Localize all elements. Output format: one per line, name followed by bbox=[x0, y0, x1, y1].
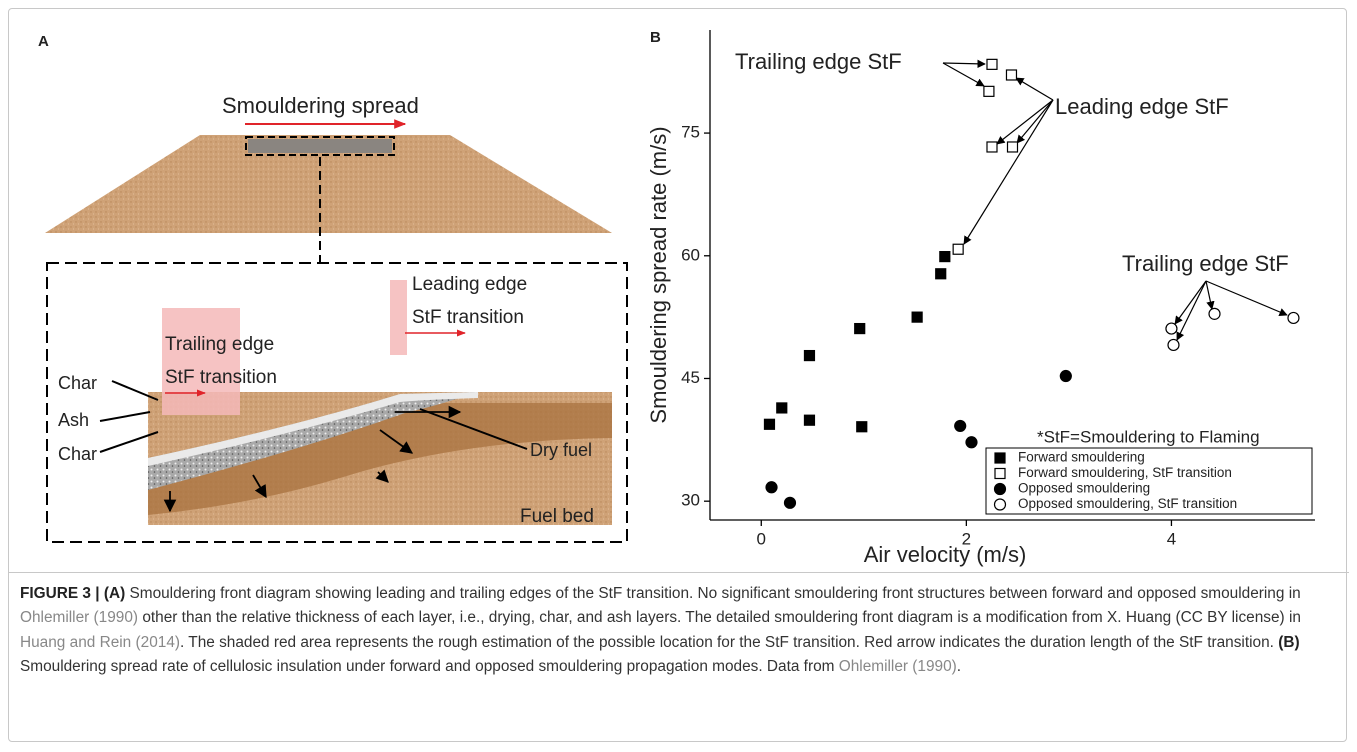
x-tick-label: 0 bbox=[757, 529, 766, 548]
marker bbox=[983, 85, 995, 97]
legend-marker bbox=[994, 452, 1006, 464]
marker bbox=[952, 243, 964, 255]
marker bbox=[854, 322, 866, 335]
legend-label: Opposed smouldering, StF transition bbox=[1018, 496, 1237, 511]
caption-text: . bbox=[956, 658, 962, 676]
ash-layer bbox=[148, 392, 478, 490]
zoom-frame bbox=[46, 262, 628, 543]
marker bbox=[765, 481, 778, 494]
legend-label: Forward smouldering bbox=[1018, 450, 1145, 465]
front-region bbox=[248, 139, 392, 153]
marker bbox=[763, 418, 776, 430]
panel-label: B bbox=[650, 29, 661, 46]
caption-bold: (B) bbox=[1278, 633, 1300, 651]
caption-text: other than the relative thickness of eac… bbox=[138, 609, 1301, 627]
annotation: Trailing edge StF bbox=[735, 49, 902, 74]
legend-label: Opposed smouldering bbox=[1018, 481, 1150, 496]
diagram-label: Fuel bed bbox=[520, 506, 594, 527]
marker bbox=[965, 436, 978, 449]
x-axis-label: Air velocity (m/s) bbox=[864, 542, 1027, 567]
direction-arrows bbox=[163, 405, 462, 513]
fuel-layer bbox=[45, 135, 612, 233]
marker bbox=[1006, 141, 1019, 153]
panel-label: A bbox=[38, 33, 49, 50]
marker bbox=[1287, 311, 1300, 325]
legend-marker bbox=[994, 467, 1006, 480]
diagram-label: StF transition bbox=[412, 307, 524, 328]
figure-panels: A Smouldering spread Leading edge StF tr… bbox=[38, 29, 1315, 567]
legend-box bbox=[985, 447, 1313, 515]
marker bbox=[1208, 307, 1221, 320]
caption-bold: FIGURE 3 | (A) bbox=[20, 585, 126, 602]
marker bbox=[986, 141, 998, 153]
caption-text: Smouldering spread rate of cellulosic in… bbox=[20, 658, 839, 676]
marker bbox=[986, 58, 998, 70]
marker bbox=[1165, 322, 1178, 335]
diagram-label: Char bbox=[58, 373, 97, 393]
caption-text: . The shaded red area represents the rou… bbox=[180, 633, 1279, 651]
diagram-label: Ash bbox=[58, 410, 89, 430]
diagram-label: Dry fuel bbox=[530, 440, 592, 460]
caption-text: Smouldering front diagram showing leadin… bbox=[125, 585, 1301, 602]
caption-link[interactable]: Huang and Rein (2014) bbox=[20, 633, 181, 651]
legend-marker bbox=[993, 498, 1007, 511]
marker bbox=[776, 402, 788, 414]
y-axis-label: Smouldering spread rate (m/s) bbox=[646, 126, 671, 423]
y-tick-label: 75 bbox=[681, 123, 700, 142]
y-tick-label: 30 bbox=[681, 491, 700, 510]
y-tick-label: 45 bbox=[681, 368, 700, 387]
marker bbox=[1167, 338, 1180, 352]
diagram-label: StF transition bbox=[165, 367, 277, 388]
legend-marker bbox=[993, 482, 1007, 496]
marker bbox=[954, 419, 967, 433]
marker bbox=[939, 250, 951, 263]
marker bbox=[803, 414, 816, 426]
caption-link[interactable]: Ohlemiller (1990) bbox=[20, 609, 139, 627]
y-tick-label: 60 bbox=[681, 245, 700, 264]
x-tick-label: 4 bbox=[1167, 529, 1176, 548]
diagram-label: Char bbox=[58, 444, 97, 464]
legend-label: Forward smouldering, StF transition bbox=[1018, 465, 1232, 480]
marker bbox=[803, 349, 816, 362]
leader-lines bbox=[99, 380, 528, 453]
marker bbox=[856, 421, 868, 433]
annotation: Trailing edge StF bbox=[1122, 251, 1289, 276]
diagram-label: Leading edge bbox=[412, 274, 527, 295]
divider bbox=[8, 572, 1349, 573]
marker bbox=[935, 268, 947, 280]
marker bbox=[911, 311, 923, 323]
diagram-title: Smouldering spread bbox=[222, 93, 419, 118]
caption: FIGURE 3 | (A) Smouldering front diagram… bbox=[20, 582, 1338, 680]
marker bbox=[1005, 69, 1018, 81]
annotation: Leading edge StF bbox=[1055, 94, 1229, 119]
annotation: *StF=Smouldering to Flaming bbox=[1037, 427, 1260, 446]
x-tick-label: 2 bbox=[962, 529, 971, 548]
trailing-shade bbox=[162, 308, 240, 415]
panel-a: A Smouldering spread Leading edge StF tr… bbox=[38, 33, 628, 543]
annotation-arrows bbox=[942, 59, 1288, 341]
zoom-box bbox=[245, 136, 395, 156]
caption-link[interactable]: Ohlemiller (1990) bbox=[838, 658, 957, 676]
figure-frame bbox=[8, 8, 1347, 742]
diagram-label: Trailing edge bbox=[165, 334, 274, 355]
marker bbox=[783, 496, 797, 509]
marker bbox=[1059, 369, 1072, 383]
leading-shade bbox=[390, 280, 407, 355]
